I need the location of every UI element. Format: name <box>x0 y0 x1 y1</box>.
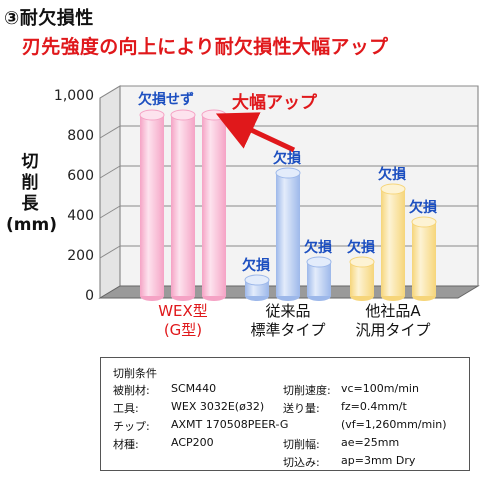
x-category-label: 従来品 標準タイプ <box>250 302 326 339</box>
condition-label: 切削速度: <box>283 384 331 397</box>
chart-bars <box>139 109 437 301</box>
condition-value: (vf=1,260mm/min) <box>341 418 447 431</box>
bar-top <box>349 256 375 268</box>
bar <box>201 109 227 301</box>
gridline-side <box>99 85 121 99</box>
bar-body <box>412 222 436 296</box>
bar-annotation: 欠損 <box>273 151 301 167</box>
condition-value: ap=3mm Dry <box>341 454 416 467</box>
x-category-label: WEX型 (G型) <box>158 302 208 339</box>
callout-arrow <box>215 112 296 153</box>
condition-value: AXMT 170508PEER-G <box>171 418 289 431</box>
bar-body <box>202 115 226 296</box>
bar-annotation: 欠損 <box>304 240 332 256</box>
condition-value: fz=0.4mm/t <box>341 400 407 413</box>
bar <box>411 216 437 301</box>
section-heading: ③耐欠損性 <box>4 8 94 29</box>
bar-body <box>140 115 164 296</box>
condition-value: WEX 3032E(ø32) <box>171 400 265 413</box>
bar-annotation: 欠損 <box>242 258 270 274</box>
bar-annotation: 欠損 <box>409 200 437 216</box>
bar-body <box>307 262 331 296</box>
bar-top <box>306 256 332 268</box>
y-tick-label: 800 <box>67 128 94 144</box>
y-tick-label: 400 <box>67 208 94 224</box>
gridline-side <box>99 165 121 179</box>
y-tick-label: 200 <box>67 248 94 264</box>
y-axis-label: 切 削 長 (mm) <box>6 152 57 235</box>
gridline-side <box>99 205 121 219</box>
bar-annotation: 欠損 <box>378 167 406 183</box>
cutting-conditions-box: 切削条件 被削材: SCM440 工具: WEX 3032E(ø32) チップ: AXMT… <box>100 357 470 471</box>
bar-top <box>170 109 196 121</box>
bar <box>170 109 196 301</box>
conditions-title: 切削条件 <box>113 367 157 380</box>
condition-label: 送り量: <box>283 402 320 415</box>
bar <box>244 274 270 301</box>
bar-body <box>350 262 374 296</box>
bar-top <box>411 216 437 228</box>
bar <box>139 109 165 301</box>
condition-label: チップ: <box>113 420 150 433</box>
condition-label: 切削幅: <box>283 438 320 451</box>
y-tick-label: 1,000 <box>53 88 94 104</box>
section-subheading: 刃先強度の向上により耐欠損性大幅アップ <box>22 36 389 58</box>
condition-value: ACP200 <box>171 436 214 449</box>
gridline-side <box>99 125 121 139</box>
y-tick-label: 0 <box>85 288 94 304</box>
callout-label: 大幅アップ <box>232 93 317 113</box>
bar-top <box>244 274 270 286</box>
bar-top <box>139 109 165 121</box>
callout-arrow-line <box>215 112 296 153</box>
bar <box>275 167 301 301</box>
bar-body <box>171 115 195 296</box>
condition-label: 材種: <box>113 438 139 451</box>
condition-label: 被削材: <box>113 384 150 397</box>
bar <box>349 256 375 301</box>
bar-body <box>381 189 405 296</box>
chart-left-wall <box>99 85 121 299</box>
x-category-label: 他社品A 汎用タイプ <box>355 302 431 339</box>
bar-annotation: 欠損せず <box>138 92 194 108</box>
bar-top <box>275 167 301 179</box>
condition-label: 工具: <box>113 402 139 415</box>
condition-value: ae=25mm <box>341 436 400 449</box>
bar-top <box>201 109 227 121</box>
condition-label: 切込み: <box>283 456 320 469</box>
y-tick-label: 600 <box>67 168 94 184</box>
gridline-side <box>99 245 121 259</box>
bar <box>380 183 406 301</box>
condition-value: vc=100m/min <box>341 382 419 395</box>
bar <box>306 256 332 301</box>
bar-annotation: 欠損 <box>347 240 375 256</box>
bar-top <box>380 183 406 195</box>
bar-body <box>276 173 300 296</box>
condition-value: SCM440 <box>171 382 217 395</box>
